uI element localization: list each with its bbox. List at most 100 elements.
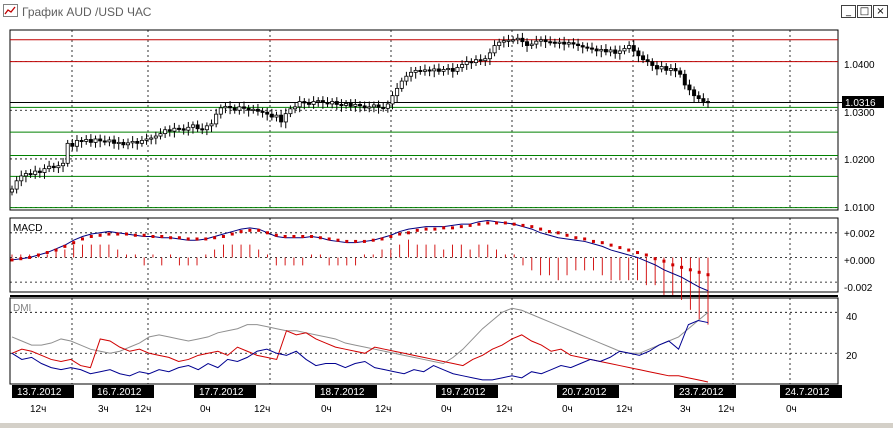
candle-body — [116, 141, 121, 144]
macd-signal-dot — [697, 270, 701, 274]
macd-tick-label: +0.000 — [844, 256, 875, 267]
date-label: 16.7.2012 — [97, 387, 142, 398]
window-titlebar[interactable]: График AUD /USD ЧАС _ □ × — [0, 0, 893, 23]
macd-signal-dot — [477, 222, 481, 226]
candles — [9, 32, 711, 196]
macd-signal-dot — [653, 257, 657, 261]
macd-signal-dot — [72, 241, 76, 245]
candle-body — [520, 37, 525, 43]
maximize-icon: □ — [859, 6, 870, 17]
dmi-tick-label: 40 — [846, 312, 858, 323]
minimize-button[interactable]: _ — [841, 5, 856, 18]
candle-body — [79, 140, 84, 143]
hour-label: 12ч — [718, 404, 734, 415]
chart-canvas[interactable]: 1.0400 1.0300 1.0200 1.0100 1.0316 MACD … — [0, 22, 893, 423]
candle-body — [209, 123, 214, 127]
candle-body — [255, 108, 260, 112]
candle-body — [682, 73, 687, 86]
candle-body — [218, 107, 223, 115]
candle-body — [126, 142, 131, 146]
candle-body — [19, 175, 24, 182]
candle-body — [297, 101, 302, 108]
candle-body — [88, 139, 93, 143]
price-panel[interactable] — [9, 29, 839, 211]
candle-body — [167, 129, 172, 132]
candle-body — [186, 126, 191, 131]
candle-body — [506, 39, 511, 42]
macd-signal-dot — [688, 268, 692, 272]
candle-body — [636, 50, 641, 57]
macd-signal-dot — [389, 235, 393, 238]
candle-body — [413, 69, 418, 73]
candle-body — [288, 108, 293, 115]
candle-body — [190, 124, 195, 128]
candle-body — [70, 142, 75, 147]
candle-body — [14, 180, 19, 190]
candle-body — [200, 128, 205, 131]
candle-body — [436, 68, 441, 72]
macd-signal-dot — [89, 235, 93, 238]
macd-signal-dot — [415, 228, 419, 232]
window-title: График AUD /USD ЧАС — [22, 5, 152, 19]
candle-body — [330, 101, 335, 105]
hour-label: 0ч — [786, 404, 797, 415]
macd-signal-dot — [204, 237, 208, 241]
macd-signal-dot — [213, 236, 217, 240]
macd-signal-dot — [283, 235, 287, 238]
macd-signal-dot — [371, 238, 375, 242]
macd-signal-dot — [230, 232, 234, 236]
candle-body — [427, 69, 432, 72]
macd-signal-dot — [107, 232, 111, 236]
candle-body — [251, 108, 256, 111]
candle-body — [529, 43, 534, 46]
macd-signal-dot — [362, 239, 366, 243]
candle-body — [696, 95, 701, 99]
macd-signal-dot — [98, 233, 102, 237]
macd-signal-dot — [591, 239, 595, 243]
date-label-box — [92, 385, 154, 398]
hour-label: 12ч — [254, 404, 270, 415]
macd-signal-dot — [574, 236, 578, 240]
macd-signal-dot — [19, 257, 23, 261]
macd-signal-dot — [539, 227, 543, 231]
candle-body — [599, 49, 604, 52]
candle-body — [37, 170, 42, 173]
macd-signal-dot — [636, 251, 640, 255]
candle-body — [450, 68, 455, 72]
hour-label: 0ч — [321, 404, 332, 415]
macd-signal-dot — [54, 248, 58, 252]
close-icon: × — [876, 6, 885, 17]
candle-body — [511, 39, 516, 42]
dmi-tick-label: 20 — [846, 351, 858, 362]
candle-body — [678, 70, 683, 75]
candle-body — [543, 39, 548, 43]
macd-signal-dot — [10, 258, 14, 262]
candle-body — [237, 106, 242, 111]
candle-body — [348, 103, 353, 107]
macd-series — [10, 219, 710, 325]
macd-signal-dot — [486, 221, 490, 225]
candle-body — [102, 140, 107, 143]
chart-area[interactable]: 1.0400 1.0300 1.0200 1.0100 1.0316 MACD … — [0, 22, 893, 423]
macd-tick-label: +0.002 — [844, 229, 875, 240]
hour-label: 12ч — [616, 404, 632, 415]
macd-signal-dot — [468, 223, 472, 227]
date-label-box — [780, 385, 842, 398]
candle-body — [622, 48, 627, 52]
macd-signal-dot — [63, 244, 67, 248]
candle-body — [135, 141, 140, 144]
candle-body — [446, 68, 451, 71]
macd-panel[interactable] — [9, 217, 839, 293]
macd-signal-dot — [310, 235, 314, 238]
macd-signal-dot — [618, 246, 622, 250]
candle-body — [98, 138, 103, 142]
maximize-button[interactable]: □ — [857, 5, 872, 18]
candle-body — [418, 69, 423, 72]
candle-body — [654, 65, 659, 70]
hour-label: 0ч — [441, 404, 452, 415]
macd-signal-dot — [600, 241, 604, 245]
close-button[interactable]: × — [873, 5, 888, 18]
candle-body — [279, 114, 284, 123]
macd-signal-dot — [274, 233, 278, 237]
candle-body — [311, 101, 316, 105]
